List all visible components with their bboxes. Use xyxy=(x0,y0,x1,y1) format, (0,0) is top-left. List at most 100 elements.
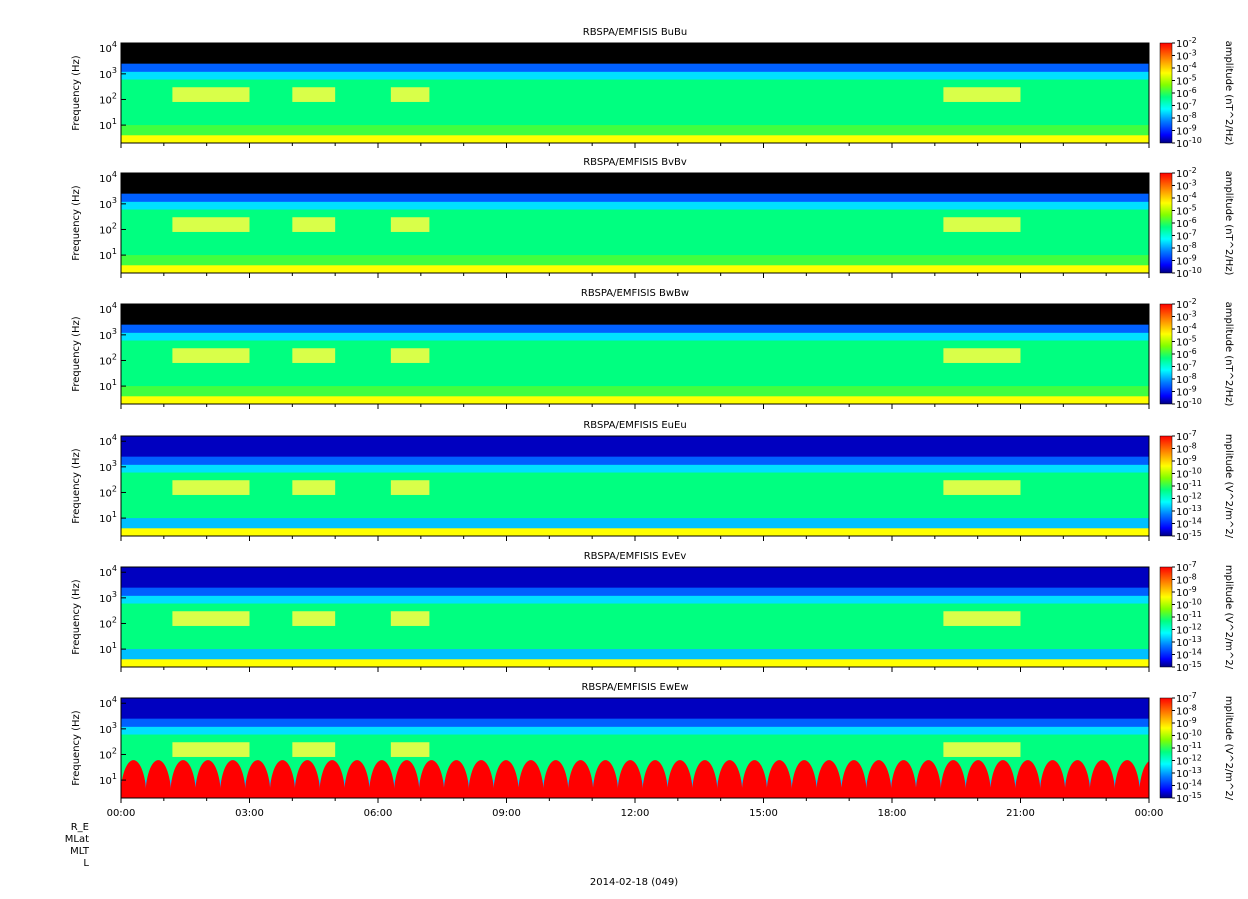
base-band xyxy=(121,659,1149,667)
spectrogram-panel: RBSPA/EMFISIS EwEw 101 102 103 104 Frequency … xyxy=(71,682,1234,805)
y-tick-label: 101 xyxy=(99,772,117,787)
colorbar xyxy=(1159,172,1173,274)
colorbar-tick-label: 10-9 xyxy=(1176,585,1197,599)
intense-patch xyxy=(172,348,250,363)
red-lobe xyxy=(1014,760,1041,798)
y-tick-label: 104 xyxy=(99,433,117,448)
panel-title: RBSPA/EMFISIS EwEw xyxy=(581,682,688,693)
colorbar-tick-label: 10-3 xyxy=(1176,179,1197,193)
red-lobe xyxy=(1064,760,1091,798)
colorbar-tick-label: 10-12 xyxy=(1176,492,1202,506)
intense-patch xyxy=(390,348,430,363)
intense-patch xyxy=(943,742,1021,757)
red-lobe xyxy=(344,760,371,798)
colorbar-tick-label: 10-7 xyxy=(1176,691,1197,705)
intense-patch xyxy=(943,348,1021,363)
red-lobe xyxy=(716,760,743,798)
red-lobe xyxy=(468,760,495,798)
spectrogram-image xyxy=(121,567,1149,667)
colorbar-tick-label: 10-13 xyxy=(1176,635,1202,649)
colorbar-tick-label: 10-14 xyxy=(1176,779,1202,793)
colorbar-tick-label: 10-8 xyxy=(1176,442,1197,456)
colorbar-tick-label: 10-6 xyxy=(1176,347,1197,361)
base-band xyxy=(121,135,1149,143)
y-tick-label: 102 xyxy=(99,615,117,630)
red-lobe xyxy=(890,760,917,798)
red-lobe xyxy=(741,760,768,798)
colorbar-tick-label: 10-8 xyxy=(1176,573,1197,587)
colorbar-tick-label: 10-10 xyxy=(1176,397,1202,411)
ephemeris-row-label: MLT xyxy=(70,846,90,857)
red-lobe xyxy=(194,760,221,798)
colorbar-label: amplitude (nT^2/Hz) xyxy=(1223,41,1234,146)
colorbar-tick-label: 10-9 xyxy=(1176,716,1197,730)
intense-patch xyxy=(172,217,250,232)
colorbar-tick-label: 10-10 xyxy=(1176,136,1202,150)
colorbar-tick-label: 10-4 xyxy=(1176,322,1197,336)
y-tick-label: 103 xyxy=(99,327,117,342)
y-tick-label: 102 xyxy=(99,746,117,761)
red-lobe xyxy=(1089,760,1116,798)
red-lobe xyxy=(617,760,644,798)
colorbar-tick-label: 10-7 xyxy=(1176,99,1197,113)
spectrogram-image xyxy=(121,304,1149,404)
intense-patch xyxy=(390,611,430,626)
y-tick-label: 102 xyxy=(99,221,117,236)
x-tick-label: 18:00 xyxy=(878,808,907,819)
red-lobe xyxy=(393,760,420,798)
colorbar-tick-label: 10-9 xyxy=(1176,385,1197,399)
red-lobe xyxy=(1114,760,1141,798)
colorbar-tick-label: 10-12 xyxy=(1176,623,1202,637)
y-tick-label: 104 xyxy=(99,564,117,579)
panel-title: RBSPA/EMFISIS BuBu xyxy=(583,27,687,38)
colorbar-tick-label: 10-11 xyxy=(1176,610,1202,624)
y-tick-label: 101 xyxy=(99,117,117,132)
colorbar-tick-label: 10-3 xyxy=(1176,49,1197,63)
colorbar-label: mplitude (V^2/m^2/ xyxy=(1223,696,1234,801)
intense-patch xyxy=(292,348,336,363)
ephemeris-row-label: R_E xyxy=(71,822,89,833)
colorbar-tick-label: 10-2 xyxy=(1176,36,1197,50)
red-lobe xyxy=(121,760,147,798)
colorbar-tick-label: 10-13 xyxy=(1176,504,1202,518)
colorbar-tick-label: 10-9 xyxy=(1176,454,1197,468)
x-tick-label: 12:00 xyxy=(621,808,650,819)
intense-patch xyxy=(390,742,430,757)
red-lobe xyxy=(145,760,172,798)
red-lobe xyxy=(418,760,445,798)
red-lobe xyxy=(840,760,867,798)
colorbar xyxy=(1159,42,1173,144)
colorbar-tick-label: 10-8 xyxy=(1176,704,1197,718)
colorbar-tick-label: 10-4 xyxy=(1176,61,1197,75)
intense-patch xyxy=(292,217,336,232)
red-lobe xyxy=(319,760,346,798)
red-lobe xyxy=(1039,760,1066,798)
intense-patch xyxy=(390,480,430,495)
colorbar-tick-label: 10-9 xyxy=(1176,254,1197,268)
panel-title: RBSPA/EMFISIS EuEu xyxy=(583,420,686,431)
colorbar-tick-label: 10-6 xyxy=(1176,86,1197,100)
colorbar-label: mplitude (V^2/m^2/ xyxy=(1223,434,1234,539)
red-lobe xyxy=(269,760,296,798)
colorbar-tick-label: 10-8 xyxy=(1176,372,1197,386)
intense-patch xyxy=(292,87,336,102)
spectrogram-panel: RBSPA/EMFISIS EvEv 101 102 103 104 Frequency … xyxy=(71,551,1234,674)
y-tick-label: 102 xyxy=(99,352,117,367)
red-lobe xyxy=(493,760,520,798)
colorbar-tick-label: 10-10 xyxy=(1176,266,1202,280)
y-tick-label: 101 xyxy=(99,641,117,656)
intense-patch xyxy=(172,742,250,757)
intense-patch xyxy=(390,87,430,102)
colorbar-tick-label: 10-15 xyxy=(1176,791,1202,805)
y-tick-label: 104 xyxy=(99,695,117,710)
panel-title: RBSPA/EMFISIS BvBv xyxy=(583,157,687,168)
y-axis-label: Frequency (Hz) xyxy=(71,185,82,261)
colorbar-tick-label: 10-14 xyxy=(1176,517,1202,531)
red-lobe xyxy=(691,760,718,798)
colorbar-tick-label: 10-15 xyxy=(1176,529,1202,543)
colorbar-label: amplitude (nT^2/Hz) xyxy=(1223,171,1234,276)
colorbar-tick-label: 10-2 xyxy=(1176,166,1197,180)
red-lobe xyxy=(915,760,942,798)
base-band xyxy=(121,265,1149,273)
